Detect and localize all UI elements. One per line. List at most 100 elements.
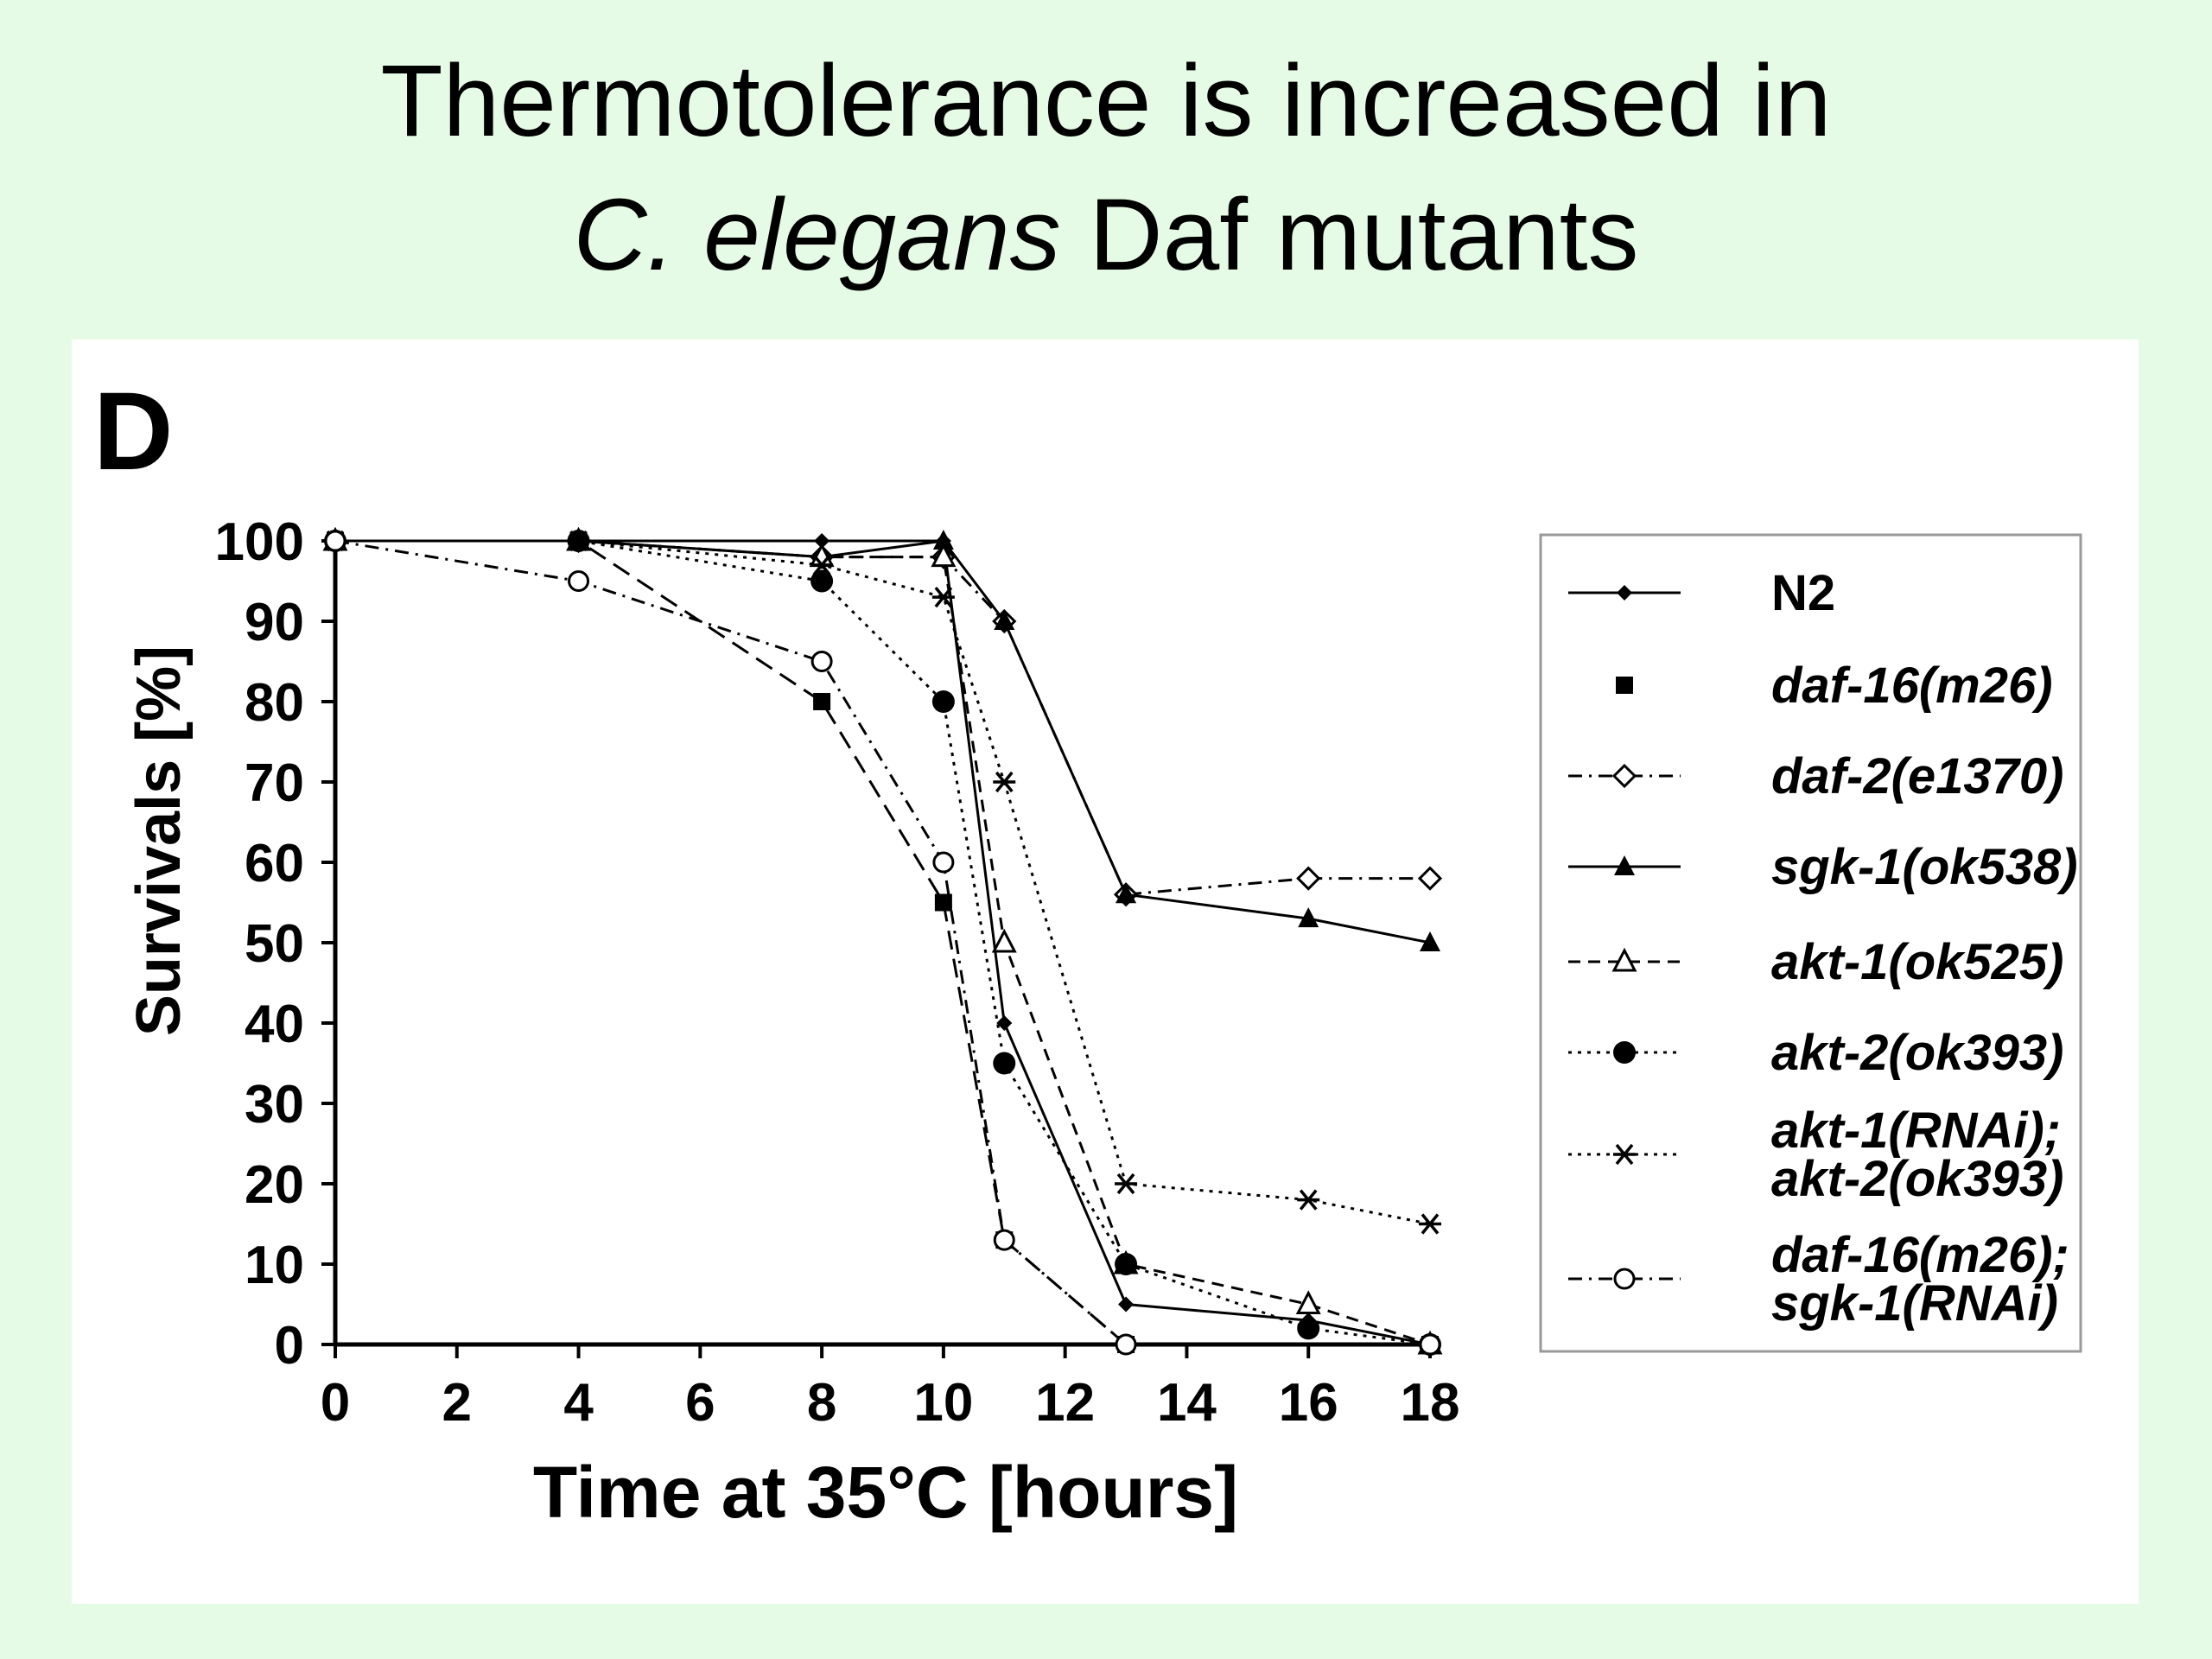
legend-marker xyxy=(1616,677,1633,694)
legend-label: daf-16(m26) xyxy=(1771,658,2053,714)
data-point-daf-16-m26-sgk-1-rnai xyxy=(932,851,955,874)
axes: 0 2 4 6 8 10 12 14 16 18 0 10 20 30 40 50 60 70 80 90 100 xyxy=(215,512,1460,1433)
data-point-sgk-1-ok538 xyxy=(1298,907,1319,928)
slide-title-line-2: C. elegans Daf mutants xyxy=(0,168,2212,302)
legend-label: daf-2(e1370) xyxy=(1771,748,2063,804)
data-point-daf-2-e1370 xyxy=(1296,866,1321,891)
y-tick-label: 40 xyxy=(245,995,304,1054)
x-tick-label: 14 xyxy=(1157,1373,1217,1433)
series-line-sgk-1-ok538 xyxy=(335,539,1431,944)
x-tick-label: 0 xyxy=(321,1373,350,1433)
data-point-daf-16-m26 xyxy=(813,693,831,710)
y-tick-label: 90 xyxy=(245,593,304,652)
data-point-n2 xyxy=(996,1015,1013,1031)
series-daf-16-m26 xyxy=(327,532,1439,1353)
data-point-daf-16-m26-sgk-1-rnai xyxy=(1115,1333,1137,1356)
series-sgk-1-ok538 xyxy=(325,530,1440,951)
data-point-akt-1-rnai-akt-2-ok393 xyxy=(567,530,590,552)
legend: N2 daf-16(m26) daf-2(e1370) sgk-1(ok538) akt… xyxy=(1539,533,2082,1353)
data-point-akt-1-rnai-akt-2-ok393 xyxy=(993,771,1016,793)
series-line-n2 xyxy=(335,539,1431,1346)
data-point-sgk-1-ok538 xyxy=(1420,931,1440,951)
y-tick-label: 50 xyxy=(245,914,304,974)
data-point-sgk-1-ok538 xyxy=(1116,883,1137,904)
x-tick-label: 4 xyxy=(563,1373,594,1433)
data-point-akt-2-ok393 xyxy=(1297,1317,1320,1340)
legend-label: akt-1(RNAi); akt-2(ok393) xyxy=(1771,1103,2063,1207)
series-line-akt-2-ok393 xyxy=(335,539,1431,1346)
legend-label: sgk-1(ok538) xyxy=(1771,839,2078,895)
legend-item-akt-1-rnai-akt-2-ok393: akt-1(RNAi); akt-2(ok393) xyxy=(1568,1103,2063,1207)
slide-title-rest: Daf mutants xyxy=(1060,178,1639,292)
x-tick-label: 10 xyxy=(913,1373,973,1433)
data-point-daf-16-m26 xyxy=(934,893,952,912)
x-tick-label: 6 xyxy=(685,1373,715,1433)
series-line-daf-2-e1370 xyxy=(335,539,1430,896)
x-tick-label: 8 xyxy=(807,1373,836,1433)
series-layer xyxy=(322,526,1443,1356)
y-tick-label: 10 xyxy=(245,1236,304,1295)
legend-item-sgk-1-ok538: sgk-1(ok538) xyxy=(1568,839,2078,895)
x-tick-label: 18 xyxy=(1401,1373,1460,1433)
data-point-sgk-1-ok538 xyxy=(932,530,954,550)
series-akt-1-ok525 xyxy=(322,526,1443,1355)
data-point-daf-16-m26-sgk-1-rnai xyxy=(810,651,833,672)
data-point-akt-1-rnai-akt-2-ok393 xyxy=(1297,1189,1320,1211)
slide-title: Thermotolerance is increased in C. elega… xyxy=(0,35,2212,302)
data-point-akt-1-rnai-akt-2-ok393 xyxy=(1115,1173,1138,1195)
series-line-daf-16-m26 xyxy=(335,539,1430,1346)
series-line-daf-16-m26-sgk-1-rnai xyxy=(334,539,1430,1346)
x-tick-label: 2 xyxy=(442,1373,472,1433)
x-tick-label: 16 xyxy=(1279,1373,1338,1433)
legend-item-akt-1-ok525: akt-1(ok525) xyxy=(1568,934,2063,990)
data-point-n2 xyxy=(814,533,830,549)
legend-marker xyxy=(1613,1268,1636,1290)
data-point-daf-16-m26-sgk-1-rnai xyxy=(568,570,590,592)
legend-item-daf-16-m26: daf-16(m26) xyxy=(1616,658,2053,714)
data-point-daf-2-e1370 xyxy=(1417,866,1443,891)
y-tick-label: 100 xyxy=(215,512,304,572)
data-point-akt-1-ok525 xyxy=(931,543,957,568)
y-tick-label: 20 xyxy=(245,1155,304,1215)
series-line-akt-1-ok525 xyxy=(335,539,1431,1346)
legend-item-daf-2-e1370: daf-2(e1370) xyxy=(1568,748,2063,804)
series-akt-2-ok393 xyxy=(324,530,1441,1356)
y-axis-label: Survivals [%] xyxy=(124,645,194,1036)
data-point-daf-16-m26-sgk-1-rnai xyxy=(324,530,346,552)
data-point-akt-1-ok525 xyxy=(991,928,1017,953)
legend-box xyxy=(1539,533,2082,1353)
data-point-akt-1-rnai-akt-2-ok393 xyxy=(931,586,955,608)
data-point-n2 xyxy=(1118,1296,1135,1313)
x-tick-label: 12 xyxy=(1035,1373,1095,1433)
x-axis-label: Time at 35°C [hours] xyxy=(533,1452,1238,1533)
series-line-akt-1-rnai-akt-2-ok393 xyxy=(335,539,1431,1225)
y-tick-label: 80 xyxy=(245,673,304,733)
data-point-akt-2-ok393 xyxy=(993,1052,1016,1075)
y-tick-label: 30 xyxy=(245,1075,304,1135)
legend-marker xyxy=(1611,947,1637,972)
series-n2 xyxy=(327,533,1438,1352)
legend-marker xyxy=(1613,1041,1636,1064)
legend-label: N2 xyxy=(1771,565,1835,621)
data-point-akt-1-rnai-akt-2-ok393 xyxy=(810,554,834,576)
legend-marker xyxy=(1617,585,1632,601)
legend-label: akt-2(ok393) xyxy=(1771,1025,2063,1081)
data-point-akt-1-rnai-akt-2-ok393 xyxy=(1419,1213,1441,1235)
y-tick-label: 70 xyxy=(245,753,304,813)
legend-marker xyxy=(1611,763,1637,789)
series-daf-16-m26-sgk-1-rnai xyxy=(324,530,1441,1356)
series-daf-2-e1370 xyxy=(322,528,1443,907)
legend-marker xyxy=(1613,1143,1636,1166)
figure-panel: D Survivals [%] Time at 35°C [hours] 0 2 4… xyxy=(72,340,2139,1604)
panel-label: D xyxy=(93,370,173,493)
legend-item-daf-16-m26-sgk-1-rnai: daf-16(m26); sgk-1(RNAi) xyxy=(1568,1227,2069,1332)
data-point-akt-2-ok393 xyxy=(810,569,834,593)
slide-title-line-1: Thermotolerance is increased in xyxy=(380,44,1832,158)
legend-label: akt-1(ok525) xyxy=(1771,934,2063,990)
data-point-sgk-1-ok538 xyxy=(994,610,1015,630)
data-point-akt-2-ok393 xyxy=(1115,1253,1138,1275)
data-point-daf-16-m26-sgk-1-rnai xyxy=(993,1229,1015,1251)
legend-marker xyxy=(1614,855,1635,875)
survival-chart: D Survivals [%] Time at 35°C [hours] 0 2 4… xyxy=(93,370,2082,1533)
slide-title-species: C. elegans xyxy=(573,178,1061,292)
